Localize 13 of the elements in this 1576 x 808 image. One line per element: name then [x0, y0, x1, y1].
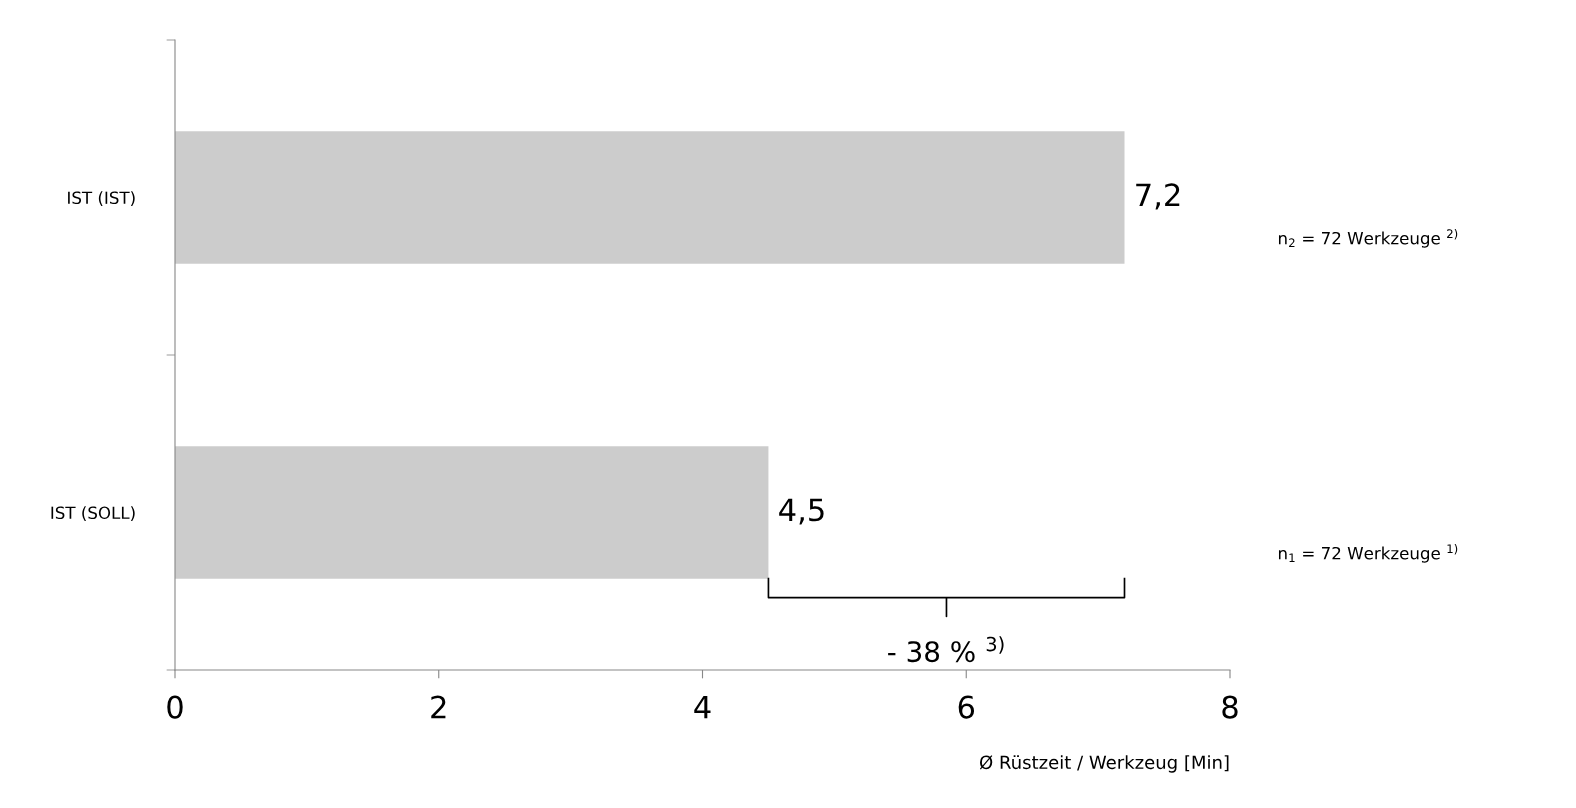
y-tick-label: IST (IST) [68, 191, 135, 207]
x-axis-title: Ø Rüstzeit / Werkzeug [Min] [979, 755, 1229, 773]
x-tick-label: 4 [694, 695, 711, 719]
text: n$_{2}$ = 72 Werkzeuge $^{2)}$ [1278, 229, 1458, 248]
data-label: 4,5 [779, 498, 824, 525]
y-tick-label: IST (SOLL) [51, 506, 135, 522]
annotation: - 38 % $^{3)}$ [888, 636, 1004, 663]
x-tick-label: 8 [1222, 695, 1238, 719]
x-tick-label: 2 [431, 695, 446, 719]
text: n$_{1}$ = 72 Werkzeuge $^{1)}$ [1278, 544, 1458, 563]
x-tick-label: 6 [958, 695, 975, 719]
data-label: 7,2 [1136, 183, 1180, 210]
x-tick-label: 0 [167, 695, 183, 719]
